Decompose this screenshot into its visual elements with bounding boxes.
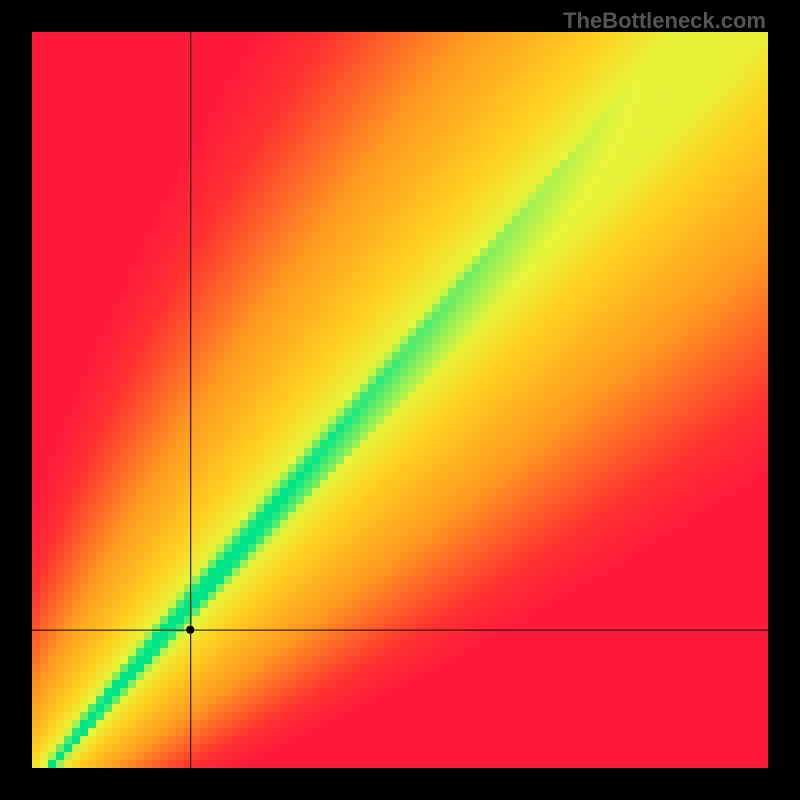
chart-container: TheBottleneck.com xyxy=(0,0,800,800)
watermark-text: TheBottleneck.com xyxy=(563,8,766,34)
heatmap-canvas xyxy=(0,0,800,800)
